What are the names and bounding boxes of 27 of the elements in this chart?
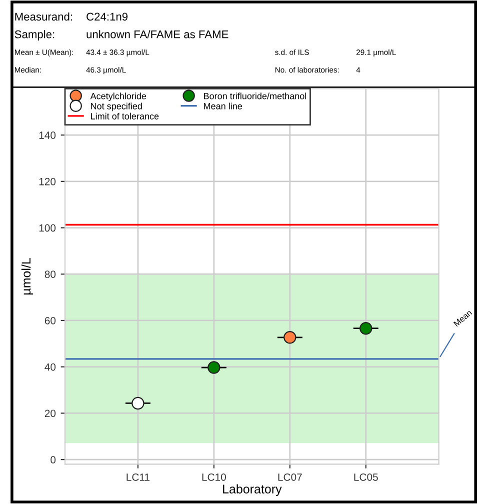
legend-label: Boron trifluoride/methanol: [204, 92, 306, 100]
point: [132, 396, 144, 410]
y-tick-label: 60: [44, 316, 56, 324]
y-tick-label: 0: [50, 456, 56, 464]
text: unknown FA/FAME as FAME: [86, 30, 228, 38]
text: Sample:: [14, 30, 54, 40]
point: [208, 361, 220, 374]
legend-label: Acetylchloride: [90, 92, 146, 102]
point: [360, 322, 372, 335]
y-tick-label: 40: [44, 363, 56, 371]
x-tick-label: LC05: [354, 473, 378, 481]
y-tick-label: 140: [39, 132, 56, 139]
legend-label: Mean line: [204, 102, 242, 110]
x-tick-label: LC11: [126, 473, 150, 481]
legend-label: Limit of tolerance: [91, 112, 159, 120]
y-tick-label: 80: [44, 270, 56, 278]
x-tick-label: LC10: [202, 473, 226, 481]
text: C24:1n9: [86, 12, 128, 21]
y-tick-label: 100: [39, 224, 56, 232]
x-axis-title: Laboratory: [223, 484, 282, 496]
y-tick-label: 20: [44, 410, 56, 418]
text: Measurand:: [15, 12, 72, 21]
y-tick-label: 120: [39, 178, 56, 186]
legend-label: Not specified: [91, 102, 142, 112]
point: [284, 331, 296, 344]
y-axis-title: µmol/L: [21, 258, 34, 294]
x-tick-label: LC07: [278, 473, 302, 481]
